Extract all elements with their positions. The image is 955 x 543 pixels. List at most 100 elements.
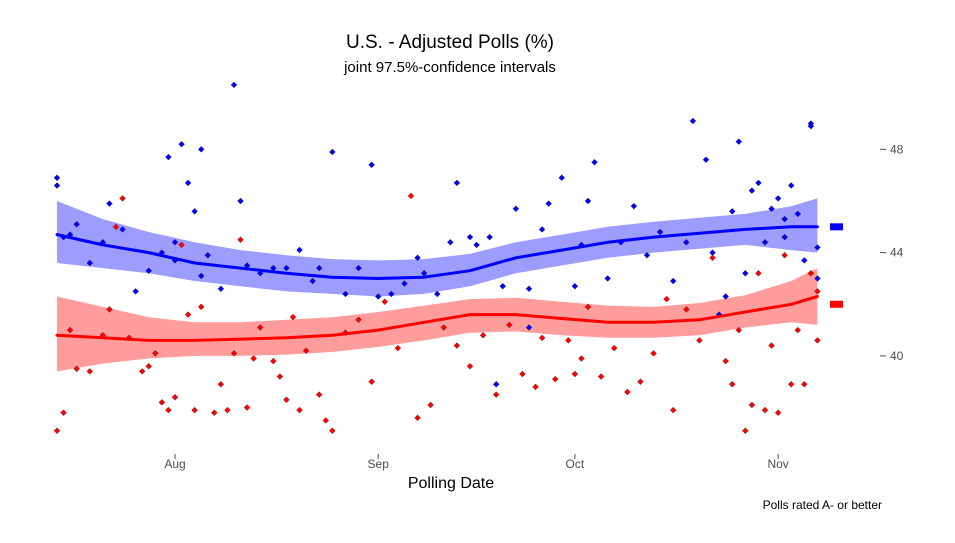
poll-point-0-31 — [328, 148, 336, 156]
poll-point-1-13 — [158, 399, 166, 406]
poll-point-0-38 — [414, 254, 421, 262]
poll-point-1-83 — [814, 337, 821, 344]
poll-point-1-59 — [597, 373, 605, 380]
poll-point-1-0 — [53, 427, 61, 435]
poll-point-0-5 — [86, 259, 94, 267]
poll-point-1-6 — [106, 306, 113, 313]
poll-point-0-4 — [73, 220, 81, 228]
poll-point-1-64 — [663, 295, 671, 303]
poll-point-1-12 — [151, 349, 159, 357]
poll-point-0-62 — [682, 238, 690, 246]
poll-point-0-60 — [656, 228, 664, 236]
poll-point-0-43 — [466, 233, 474, 241]
poll-point-0-58 — [630, 202, 638, 210]
poll-point-1-16 — [178, 241, 185, 249]
poll-point-1-1 — [60, 409, 67, 417]
poll-point-0-76 — [781, 215, 789, 223]
poll-point-1-4 — [86, 368, 94, 375]
poll-point-0-73 — [768, 205, 775, 213]
poll-point-0-72 — [761, 238, 769, 246]
poll-point-1-80 — [794, 326, 802, 334]
confidence-band-0 — [57, 198, 818, 297]
y-tick-label-2: 48 — [890, 142, 904, 156]
poll-point-1-40 — [381, 298, 389, 306]
poll-point-1-79 — [787, 380, 795, 388]
poll-point-0-51 — [558, 174, 566, 182]
poll-point-1-20 — [210, 409, 218, 417]
poll-point-0-84 — [492, 380, 500, 388]
poll-point-0-55 — [591, 158, 598, 166]
x-axis: Aug Sep Oct Nov — [164, 454, 789, 471]
poll-point-0-7 — [106, 200, 113, 207]
poll-point-0-85 — [525, 324, 533, 331]
chart-subtitle: joint 97.5%-confidence intervals — [343, 59, 556, 76]
poll-point-1-71 — [735, 326, 743, 334]
poll-point-0-66 — [722, 293, 730, 300]
end-marker-1 — [830, 300, 843, 308]
poll-point-0-48 — [525, 285, 533, 293]
poll-point-1-25 — [243, 404, 251, 411]
poll-point-0-16 — [184, 179, 192, 187]
poll-point-1-70 — [728, 380, 736, 388]
trend-lines — [55, 225, 819, 342]
y-tick-label-1: 44 — [890, 246, 904, 260]
poll-point-0-81 — [807, 120, 815, 127]
poll-point-0-20 — [204, 251, 212, 259]
x-tick-label-2: Oct — [566, 457, 585, 471]
poll-point-1-35 — [322, 417, 330, 424]
poll-point-0-78 — [794, 210, 802, 218]
poll-point-0-68 — [735, 138, 743, 145]
poll-point-1-56 — [571, 370, 579, 378]
confidence-bands — [57, 198, 818, 372]
poll-point-1-72 — [741, 427, 749, 435]
poll-point-0-15 — [178, 140, 185, 148]
x-tick-label-3: Nov — [767, 457, 788, 471]
poll-point-1-7 — [112, 223, 120, 231]
x-tick-label-0: Aug — [164, 457, 185, 471]
poll-point-0-52 — [571, 282, 579, 290]
poll-point-1-77 — [774, 409, 782, 417]
poll-point-0-42 — [453, 179, 461, 187]
poll-point-0-67 — [728, 207, 736, 215]
poll-point-1-33 — [302, 347, 310, 355]
poll-point-0-12 — [165, 153, 172, 161]
chart-title: U.S. - Adjusted Polls (%) — [346, 32, 554, 53]
poll-point-0-83 — [814, 275, 821, 282]
poll-point-0-0 — [53, 174, 61, 182]
poll-point-1-60 — [610, 344, 618, 352]
poll-point-0-49 — [538, 226, 546, 233]
poll-point-0-64 — [702, 156, 710, 164]
poll-point-1-24 — [237, 236, 244, 244]
poll-point-0-19 — [197, 146, 205, 153]
poll-point-1-8 — [119, 195, 126, 202]
poll-point-1-84 — [814, 288, 821, 295]
trend-line-0 — [55, 225, 819, 280]
poll-point-1-62 — [637, 378, 644, 386]
poll-point-1-19 — [197, 303, 205, 311]
poll-point-0-28 — [296, 246, 303, 254]
poll-point-1-14 — [165, 406, 172, 414]
poll-point-1-15 — [171, 393, 179, 401]
poll-point-0-69 — [741, 269, 749, 277]
poll-point-1-26 — [250, 355, 258, 362]
poll-point-1-22 — [224, 406, 231, 414]
poll-point-1-39 — [368, 378, 376, 386]
poll-points — [53, 81, 821, 435]
poll-point-1-66 — [682, 306, 690, 313]
poll-point-0-30 — [315, 264, 323, 272]
poll-point-0-9 — [132, 288, 140, 295]
poll-point-1-65 — [669, 406, 677, 414]
poll-point-0-45 — [486, 233, 494, 241]
poll-point-1-3 — [73, 365, 81, 373]
poll-point-0-47 — [512, 205, 520, 213]
poll-point-1-32 — [296, 406, 303, 414]
poll-point-0-59 — [643, 251, 651, 259]
poll-point-0-74 — [774, 195, 782, 202]
x-tick-label-1: Sep — [368, 457, 390, 471]
poll-point-1-10 — [138, 368, 146, 375]
poll-point-1-68 — [709, 254, 716, 262]
end-value-markers — [830, 223, 843, 308]
poll-point-0-1 — [53, 182, 61, 189]
poll-point-0-71 — [755, 179, 762, 187]
